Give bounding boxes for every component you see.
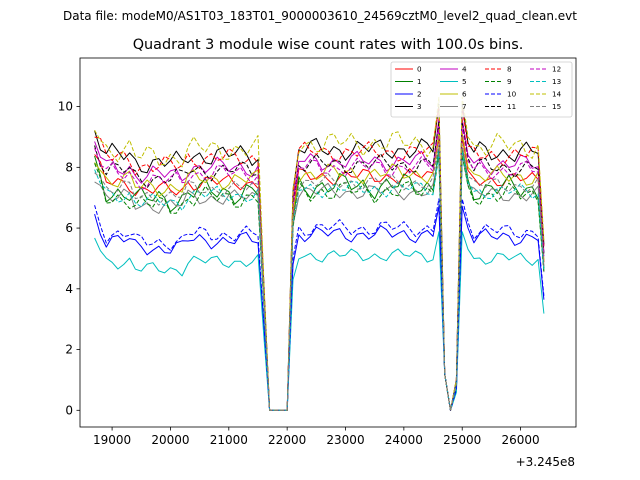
legend-label-4: 4 <box>462 65 467 74</box>
legend-label-5: 5 <box>462 77 467 86</box>
y-tick-label: 6 <box>65 221 73 235</box>
series-line-14 <box>94 96 545 411</box>
x-tick-label: 21000 <box>210 433 248 447</box>
series-line-8 <box>94 107 545 411</box>
series-line-2 <box>94 205 545 411</box>
series-line-9 <box>94 154 545 411</box>
legend-label-9: 9 <box>507 77 512 86</box>
legend-label-6: 6 <box>462 90 467 99</box>
x-offset-label: +3.245e8 <box>516 455 575 469</box>
legend-label-15: 15 <box>552 102 561 111</box>
series-line-0 <box>94 136 545 411</box>
legend-label-13: 13 <box>552 77 561 86</box>
legend-label-8: 8 <box>507 65 512 74</box>
series-line-7 <box>94 154 545 411</box>
x-tick-label: 22000 <box>268 433 306 447</box>
series-line-3 <box>94 103 545 411</box>
legend-label-11: 11 <box>507 102 516 111</box>
y-axis: 0 2 4 6 8 10 <box>58 100 80 417</box>
y-tick-label: 2 <box>65 343 73 357</box>
x-tick-label: 25000 <box>443 433 481 447</box>
x-tick-label: 23000 <box>326 433 364 447</box>
series-line-12 <box>94 125 545 411</box>
legend-label-0: 0 <box>417 65 422 74</box>
legend-box <box>390 61 573 118</box>
legend-label-14: 14 <box>552 90 562 99</box>
legend-label-2: 2 <box>417 90 422 99</box>
x-tick-label: 24000 <box>385 433 423 447</box>
series-line-10 <box>94 198 545 411</box>
chart-title: Quadrant 3 module wise count rates with … <box>133 37 524 53</box>
y-tick-label: 8 <box>65 160 73 174</box>
legend-label-10: 10 <box>507 90 517 99</box>
legend-label-12: 12 <box>552 65 561 74</box>
legend-label-7: 7 <box>462 102 467 111</box>
series-line-15 <box>94 143 545 411</box>
y-tick-label: 0 <box>65 403 73 417</box>
legend-label-1: 1 <box>417 77 422 86</box>
series-layer <box>94 96 545 411</box>
plot-area-frame <box>79 57 577 428</box>
figure-suptitle: Data file: modeM0/AS1T03_183T01_90000036… <box>63 9 577 23</box>
series-line-13 <box>94 151 545 411</box>
series-line-11 <box>94 121 545 411</box>
series-line-4 <box>94 118 545 411</box>
legend-label-3: 3 <box>417 102 422 111</box>
series-line-5 <box>94 231 545 411</box>
x-tick-label: 19000 <box>93 433 131 447</box>
series-line-6 <box>94 132 545 411</box>
x-axis: 19000 20000 21000 22000 23000 24000 25000 26000 <box>93 427 540 447</box>
x-tick-label: 26000 <box>501 433 539 447</box>
x-tick-label: 20000 <box>151 433 189 447</box>
y-tick-label: 4 <box>65 282 73 296</box>
y-tick-label: 10 <box>58 100 73 114</box>
series-line-1 <box>94 147 545 411</box>
